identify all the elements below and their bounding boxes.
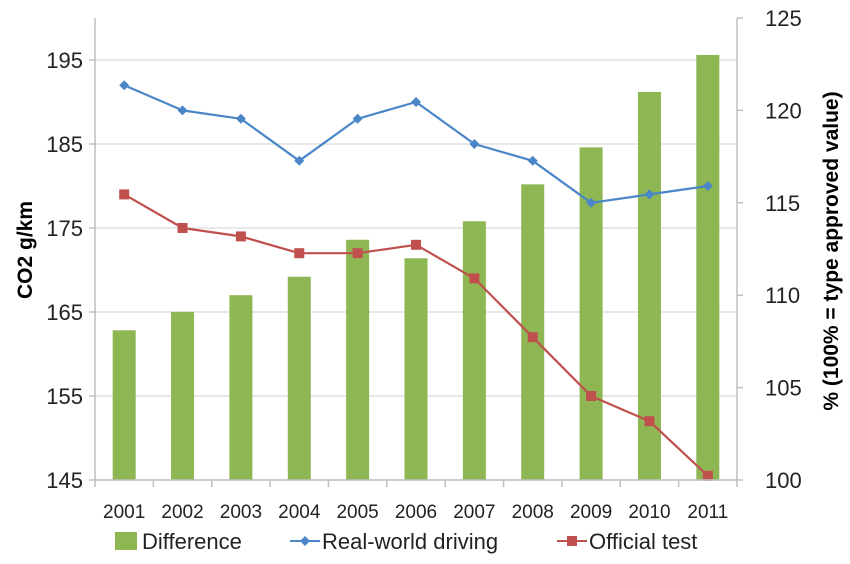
point-real-world: [352, 113, 363, 124]
left-tick-label: 195: [46, 48, 83, 73]
legend-label-real-world: Real-world driving: [322, 529, 498, 554]
left-axis-ticks: 145 155 165 175 185 195: [46, 48, 83, 493]
x-tick-label: 2006: [395, 502, 437, 523]
bar-difference: [404, 258, 428, 480]
bar-difference: [579, 147, 603, 481]
point-official-test: [644, 416, 655, 427]
right-tick-label: 120: [765, 98, 802, 123]
x-tick-label: 2010: [628, 502, 670, 523]
left-tick-label: 155: [46, 384, 83, 409]
left-tick-label: 175: [46, 216, 83, 241]
left-tick-label: 185: [46, 132, 83, 157]
difference-bars: [112, 54, 720, 481]
right-tick-label: 105: [765, 376, 802, 401]
point-real-world: [119, 80, 130, 91]
right-tick-label: 110: [765, 283, 800, 308]
point-real-world: [586, 197, 597, 208]
bar-difference: [696, 54, 720, 481]
bar-difference: [229, 295, 253, 480]
point-real-world: [469, 139, 480, 149]
bar-difference: [521, 184, 545, 480]
bar-difference: [287, 276, 311, 480]
legend-marker-official: [567, 536, 577, 546]
x-axis-ticks: 2001 2002 2003 2004 2005 2006 2007 2008 2009 2010…: [103, 502, 728, 523]
point-real-world: [235, 113, 246, 124]
point-real-world: [644, 189, 655, 200]
point-official-test: [119, 189, 130, 200]
left-tick-label: 145: [46, 468, 83, 493]
point-official-test: [586, 391, 597, 401]
legend: Difference Real-world driving Official t…: [115, 529, 697, 554]
x-tick-label: 2008: [512, 502, 554, 523]
x-tick-label: 2003: [220, 502, 262, 523]
point-official-test: [177, 223, 188, 233]
left-tick-label: 165: [46, 300, 83, 325]
point-official-test: [527, 332, 538, 343]
point-real-world: [527, 155, 538, 166]
legend-label-difference: Difference: [142, 529, 242, 554]
point-official-test: [469, 273, 480, 284]
right-axis-title: % (100% = type approved value): [820, 91, 843, 410]
x-tick-label: 2011: [687, 502, 728, 523]
bar-difference: [171, 311, 195, 480]
x-tick-label: 2009: [570, 502, 612, 523]
legend-swatch-difference: [115, 532, 137, 550]
x-tick-label: 2007: [453, 502, 495, 523]
series-lines: [119, 80, 713, 481]
legend-label-official: Official test: [589, 529, 697, 554]
right-tick-label: 125: [765, 6, 802, 31]
legend-marker-real-world: [300, 536, 310, 546]
point-official-test: [352, 248, 363, 259]
bar-difference: [462, 221, 486, 480]
bar-difference: [637, 91, 661, 481]
point-real-world: [411, 97, 421, 107]
x-tick-label: 2001: [103, 502, 145, 523]
point-real-world: [177, 105, 188, 116]
axes: [89, 17, 743, 487]
point-official-test: [702, 470, 713, 481]
x-tick-label: 2004: [278, 502, 321, 523]
point-official-test: [411, 239, 421, 250]
right-tick-label: 115: [765, 191, 800, 216]
right-tick-label: 100: [765, 468, 802, 493]
point-official-test: [235, 231, 246, 242]
bar-difference: [112, 330, 136, 480]
x-tick-label: 2002: [161, 502, 203, 523]
bar-difference: [346, 239, 370, 480]
point-real-world: [702, 181, 713, 191]
point-real-world: [294, 155, 305, 166]
left-axis-title: CO2 g/km: [14, 201, 37, 299]
x-tick-label: 2005: [336, 502, 378, 523]
right-axis-ticks: 100 105 110 115 120 125: [765, 6, 802, 493]
point-official-test: [294, 248, 305, 259]
